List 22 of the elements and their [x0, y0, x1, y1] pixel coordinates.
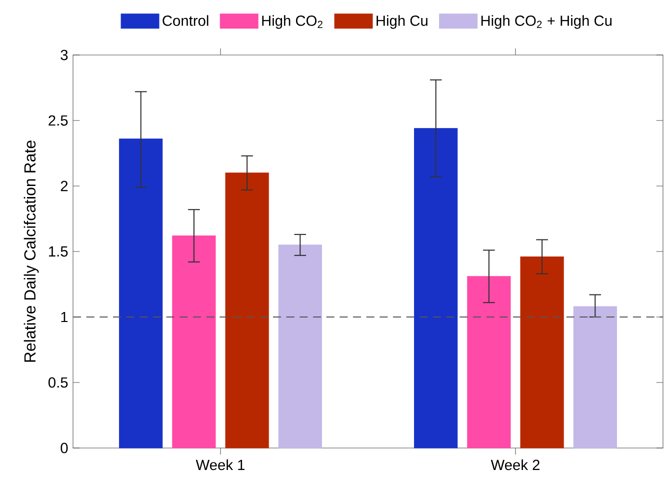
bar — [172, 236, 216, 448]
y-tick-label: 1 — [61, 312, 68, 322]
legend-label: High CO$_{2}$ + High Cu — [481, 15, 612, 29]
x-tick-label: Week 1 — [196, 459, 245, 470]
y-tick-label: 0.5 — [48, 377, 68, 388]
y-tick-label: 3 — [60, 50, 68, 60]
legend-label: High Cu — [376, 15, 428, 29]
bar — [119, 138, 163, 448]
y-tick-label: 1.5 — [49, 246, 68, 257]
bar — [467, 276, 511, 448]
bar — [520, 256, 564, 448]
y-tick-label: 0 — [60, 442, 68, 454]
legend-label: High CO$_{2}$ — [262, 15, 322, 29]
bar — [225, 172, 269, 448]
bar — [278, 244, 322, 448]
bar — [414, 128, 458, 448]
y-tick-label: 2 — [60, 180, 68, 192]
bar — [573, 306, 617, 448]
y-tick-label: 2.5 — [48, 115, 68, 126]
legend-label: Control — [162, 15, 208, 26]
y-axis-title: Relative Daily Calcifcation Rate — [24, 140, 39, 362]
x-tick-label: Week 2 — [490, 459, 540, 470]
